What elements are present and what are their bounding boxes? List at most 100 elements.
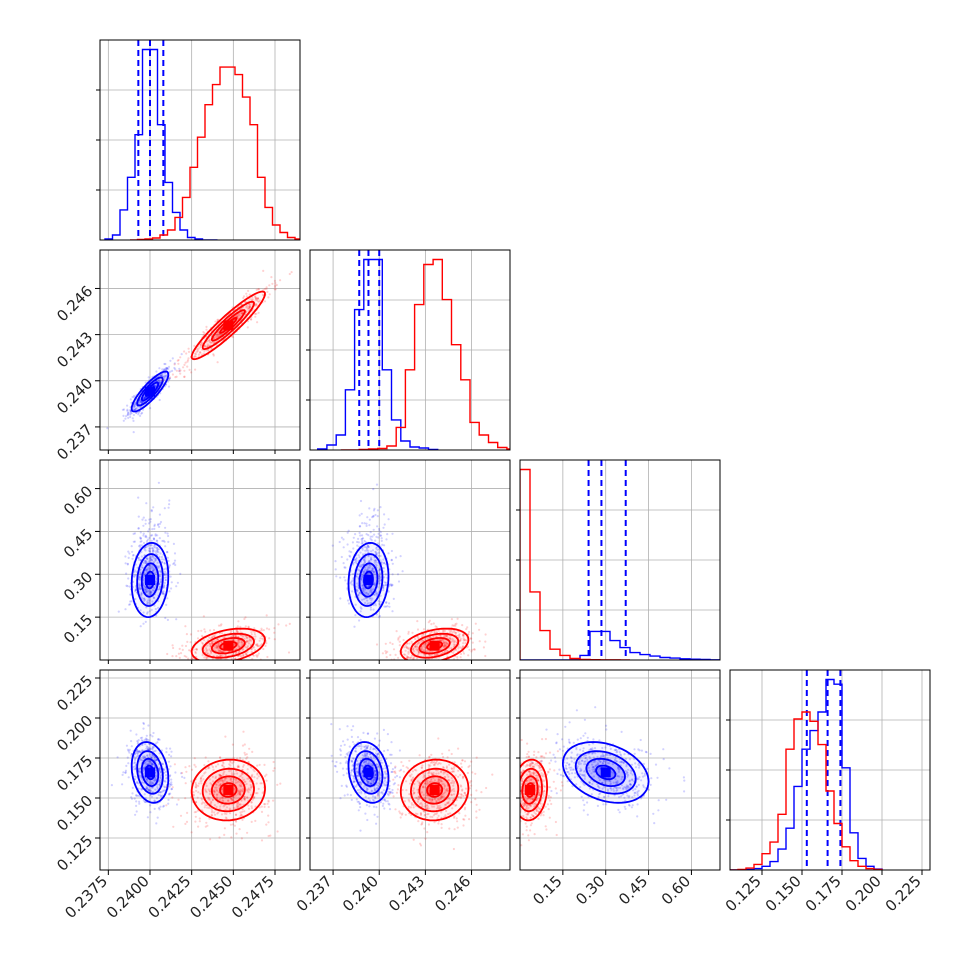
scatter-point: [129, 398, 132, 401]
scatter-point: [205, 656, 209, 659]
scatter-point: [146, 754, 149, 757]
scatter-point: [158, 752, 161, 755]
scatter-point: [408, 656, 411, 659]
scatter-point: [345, 767, 348, 771]
scatter-point: [219, 775, 222, 778]
scatter-point: [257, 300, 260, 303]
scatter-point: [244, 300, 247, 303]
scatter-point: [159, 791, 162, 794]
scatter-point: [409, 656, 412, 659]
scatter-point: [137, 583, 140, 587]
scatter-point: [423, 643, 426, 646]
scatter-point: [366, 569, 369, 572]
scatter-point: [237, 766, 240, 769]
scatter-point: [255, 654, 258, 657]
scatter-point: [441, 651, 444, 654]
scatter-point: [385, 656, 388, 659]
scatter-point: [383, 605, 386, 608]
scatter-point: [154, 580, 157, 584]
scatter-point: [158, 779, 161, 782]
scatter-point: [372, 488, 375, 491]
scatter-point: [157, 548, 160, 551]
scatter-point: [163, 562, 166, 565]
scatter-point: [132, 405, 135, 408]
scatter-point: [217, 644, 220, 648]
scatter-point: [148, 790, 151, 793]
scatter-point: [146, 746, 149, 749]
scatter-point: [215, 793, 218, 796]
scatter-point: [462, 633, 465, 637]
scatter-point: [156, 553, 159, 556]
scatter-point: [151, 600, 154, 603]
scatter-point: [146, 754, 149, 757]
scatter-point: [145, 778, 149, 781]
scatter-point: [376, 591, 379, 595]
scatter-point: [254, 312, 257, 315]
scatter-point: [212, 353, 215, 356]
scatter-point: [244, 652, 247, 656]
scatter-point: [344, 579, 347, 582]
scatter-point: [201, 801, 204, 804]
scatter-point: [222, 800, 225, 803]
scatter-point: [158, 776, 162, 779]
scatter-point: [459, 639, 462, 642]
scatter-point: [245, 782, 248, 786]
scatter-point: [373, 593, 376, 597]
scatter-point: [197, 353, 201, 356]
scatter-point: [133, 405, 136, 408]
scatter-point: [146, 538, 150, 541]
scatter-point: [243, 797, 246, 800]
scatter-point: [169, 784, 172, 787]
scatter-point: [151, 735, 154, 738]
scatter-point: [214, 633, 217, 636]
scatter-point: [407, 650, 410, 654]
scatter-point: [369, 608, 372, 611]
scatter-point: [168, 775, 171, 778]
scatter-point: [159, 770, 162, 774]
scatter-point: [206, 652, 209, 655]
scatter-point: [442, 641, 445, 644]
scatter-point: [209, 645, 212, 648]
scatter-point: [231, 634, 234, 637]
scatter-point: [144, 760, 147, 764]
scatter-point: [151, 528, 154, 531]
scatter-point: [124, 771, 127, 774]
scatter-point: [153, 755, 156, 759]
scatter-point: [165, 785, 168, 788]
scatter-point: [142, 578, 145, 581]
scatter-point: [238, 651, 241, 654]
scatter-point: [273, 631, 276, 634]
scatter-point: [467, 654, 470, 657]
scatter-point: [388, 605, 391, 608]
scatter-point: [143, 598, 147, 602]
scatter-point: [204, 756, 207, 759]
scatter-point: [144, 587, 147, 590]
scatter-point: [268, 628, 271, 631]
scatter-point: [138, 584, 141, 587]
scatter-point: [267, 296, 270, 299]
scatter-point: [205, 821, 208, 824]
scatter-point: [158, 783, 161, 786]
scatter-point: [137, 739, 140, 742]
scatter-point: [161, 379, 164, 382]
scatter-point: [166, 652, 169, 656]
scatter-point: [272, 760, 275, 764]
scatter-point: [151, 763, 154, 766]
scatter-point: [429, 636, 432, 639]
scatter-point: [361, 522, 364, 525]
scatter-point: [359, 738, 362, 741]
scatter-point: [162, 789, 165, 792]
scatter-point: [236, 790, 240, 793]
scatter-point: [360, 577, 363, 580]
scatter-point: [389, 653, 392, 657]
scatter-point: [453, 640, 456, 643]
scatter-point: [209, 629, 212, 632]
scatter-point: [150, 608, 153, 612]
scatter-point: [133, 575, 136, 579]
scatter-point: [387, 802, 390, 805]
scatter-point: [145, 747, 148, 750]
scatter-point: [144, 534, 147, 537]
scatter-point: [179, 572, 182, 576]
